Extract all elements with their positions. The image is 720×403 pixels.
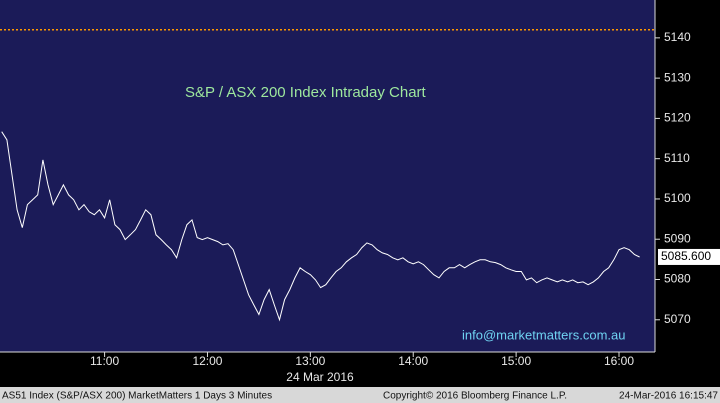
y-tick-label: 5100	[664, 191, 691, 205]
y-tick-label: 5070	[664, 312, 691, 326]
y-tick-label: 5120	[664, 111, 691, 125]
last-price-label: 5085.600	[661, 249, 711, 263]
y-tick-label: 5090	[664, 231, 691, 245]
x-tick-label: 11:00	[90, 354, 119, 368]
x-tick-label: 16:00	[604, 354, 634, 368]
last-price-box	[658, 248, 720, 265]
chart-title: S&P / ASX 200 Index Intraday Chart	[185, 84, 427, 101]
x-tick-label: 15:00	[501, 354, 531, 368]
footer-center: Copyright© 2016 Bloomberg Finance L.P.	[383, 391, 567, 402]
footer-right: 24-Mar-2016 16:15:47	[619, 391, 718, 402]
y-tick-label: 5110	[664, 151, 690, 165]
y-tick-label: 5080	[664, 272, 691, 286]
x-tick-label: 14:00	[398, 354, 428, 368]
price-line	[1, 131, 640, 322]
footer-bar	[0, 387, 720, 403]
y-tick-label: 5130	[664, 70, 691, 84]
x-tick-label: 12:00	[192, 354, 222, 368]
y-tick-label: 5140	[664, 30, 691, 44]
x-tick-label: 13:00	[295, 354, 325, 368]
footer-left: AS51 Index (S&P/ASX 200) MarketMatters 1…	[2, 391, 272, 402]
annotation: info@marketmatters.com.au	[462, 327, 625, 342]
plot-area	[0, 0, 655, 352]
date-label: 24 Mar 2016	[286, 370, 354, 384]
